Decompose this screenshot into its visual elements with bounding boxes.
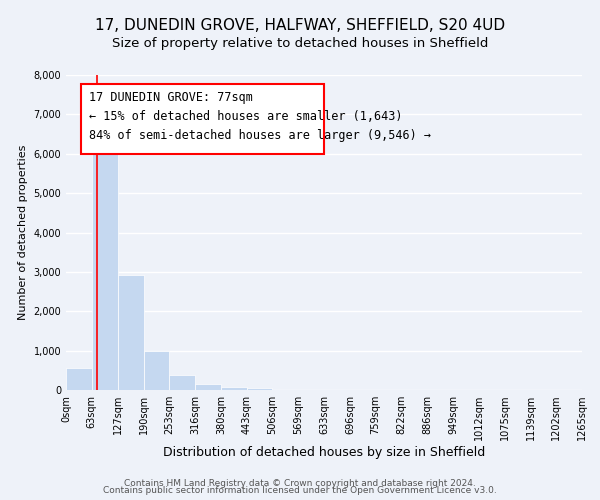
Bar <box>66 368 92 390</box>
FancyBboxPatch shape <box>82 84 324 154</box>
Text: 17, DUNEDIN GROVE, HALFWAY, SHEFFIELD, S20 4UD: 17, DUNEDIN GROVE, HALFWAY, SHEFFIELD, S… <box>95 18 505 32</box>
Bar <box>195 384 221 390</box>
X-axis label: Distribution of detached houses by size in Sheffield: Distribution of detached houses by size … <box>163 446 485 459</box>
Y-axis label: Number of detached properties: Number of detached properties <box>18 145 28 320</box>
Text: Contains HM Land Registry data © Crown copyright and database right 2024.: Contains HM Land Registry data © Crown c… <box>124 478 476 488</box>
Bar <box>118 275 143 390</box>
Bar <box>92 138 118 390</box>
Text: Size of property relative to detached houses in Sheffield: Size of property relative to detached ho… <box>112 38 488 51</box>
Text: 17 DUNEDIN GROVE: 77sqm
← 15% of detached houses are smaller (1,643)
84% of semi: 17 DUNEDIN GROVE: 77sqm ← 15% of detache… <box>89 91 431 142</box>
Text: Contains public sector information licensed under the Open Government Licence v3: Contains public sector information licen… <box>103 486 497 495</box>
Bar <box>221 387 247 390</box>
Bar <box>169 376 195 390</box>
Bar <box>143 352 169 390</box>
Bar <box>247 388 272 390</box>
